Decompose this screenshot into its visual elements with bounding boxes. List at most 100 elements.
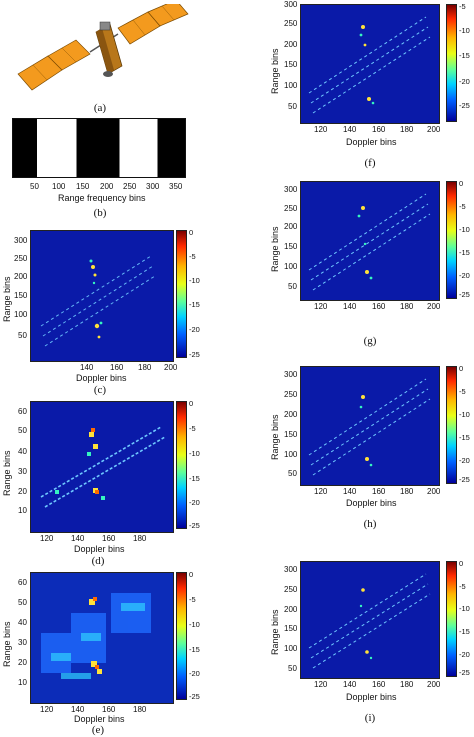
- f-xlabel: Doppler bins: [346, 137, 397, 147]
- h-xtick-0: 120: [314, 487, 328, 496]
- plot-g: [300, 181, 440, 301]
- b-xtick-5: 300: [146, 182, 160, 191]
- c-xlabel: Doppler bins: [76, 373, 127, 383]
- e-ytick-3: 30: [18, 638, 27, 647]
- c-colorbar: [176, 230, 187, 358]
- h-ytick-2: 200: [284, 410, 298, 419]
- d-ytick-2: 40: [18, 447, 27, 456]
- d-ytick-4: 20: [18, 487, 27, 496]
- h-colorbar: [446, 366, 457, 484]
- i-ytick-0: 300: [284, 565, 298, 574]
- d-ylabel: Range bins: [2, 450, 12, 496]
- h-xlabel: Doppler bins: [346, 498, 397, 508]
- panel-f-label: (f): [364, 157, 376, 169]
- c-ylabel: Range bins: [2, 276, 12, 322]
- h-xtick-2: 160: [372, 487, 386, 496]
- d-xtick-0: 120: [40, 534, 54, 543]
- c-xtick-0: 140: [80, 363, 94, 372]
- b-xlabel: Range frequency bins: [58, 193, 146, 203]
- plot-e-image: [41, 593, 151, 679]
- i-ytick-4: 100: [284, 644, 298, 653]
- h-cbar-4: -20: [459, 456, 470, 465]
- h-cbar-0: 0: [459, 364, 464, 373]
- i-ytick-1: 250: [284, 585, 298, 594]
- f-ytick-1: 250: [284, 19, 298, 28]
- d-colorbar: [176, 401, 187, 529]
- i-cbar-0: 0: [459, 559, 464, 568]
- plot-f: [300, 4, 440, 124]
- satellite-illustration: [17, 4, 189, 91]
- plot-c: [30, 230, 174, 362]
- e-xtick-3: 180: [133, 705, 147, 714]
- f-ytick-0: 300: [284, 0, 298, 9]
- f-ytick-3: 150: [284, 60, 298, 69]
- panel-e-label: (e): [91, 724, 105, 736]
- d-xtick-3: 180: [133, 534, 147, 543]
- f-colorbar: [446, 4, 457, 122]
- plot-f-image: [308, 16, 431, 114]
- i-xtick-2: 160: [372, 680, 386, 689]
- c-cbar-4: -20: [189, 325, 200, 334]
- plot-d-image: [40, 426, 166, 508]
- e-ylabel: Range bins: [2, 621, 12, 667]
- i-ytick-3: 150: [284, 624, 298, 633]
- f-ylabel: Range bins: [270, 48, 280, 94]
- d-ytick-0: 60: [18, 407, 27, 416]
- i-cbar-4: -20: [459, 650, 470, 659]
- i-ylabel: Range bins: [270, 609, 280, 655]
- h-cbar-3: -15: [459, 433, 470, 442]
- g-xtick-3: 180: [400, 302, 414, 311]
- c-ytick-0: 300: [14, 236, 28, 245]
- plot-g-image: [308, 193, 431, 291]
- b-xtick-4: 250: [123, 182, 137, 191]
- g-ytick-2: 200: [284, 222, 298, 231]
- h-xtick-4: 200: [427, 487, 441, 496]
- g-colorbar: [446, 181, 457, 299]
- c-cbar-0: 0: [189, 228, 194, 237]
- f-xtick-3: 180: [400, 125, 414, 134]
- i-xtick-1: 140: [343, 680, 357, 689]
- f-ytick-4: 100: [284, 81, 298, 90]
- h-xtick-3: 180: [400, 487, 414, 496]
- g-ytick-1: 250: [284, 204, 298, 213]
- g-xtick-2: 160: [372, 302, 386, 311]
- f-cbar-1: -10: [459, 26, 470, 35]
- h-ytick-5: 50: [288, 469, 297, 478]
- c-xtick-2: 180: [138, 363, 152, 372]
- c-ytick-1: 250: [14, 254, 28, 263]
- e-colorbar: [176, 572, 187, 700]
- f-cbar-3: -20: [459, 77, 470, 86]
- d-ytick-3: 30: [18, 467, 27, 476]
- c-ytick-5: 50: [18, 331, 27, 340]
- i-xlabel: Doppler bins: [346, 692, 397, 702]
- range-frequency-mask: [12, 118, 186, 178]
- plot-e: [30, 572, 174, 704]
- g-ytick-5: 50: [288, 282, 297, 291]
- c-ytick-4: 100: [14, 310, 28, 319]
- e-ytick-5: 10: [18, 678, 27, 687]
- d-xtick-1: 140: [71, 534, 85, 543]
- g-ytick-0: 300: [284, 185, 298, 194]
- e-ytick-0: 60: [18, 578, 27, 587]
- panel-i-label: (i): [364, 712, 376, 724]
- f-cbar-4: -25: [459, 101, 470, 110]
- e-cbar-3: -15: [189, 645, 200, 654]
- d-xlabel: Doppler bins: [74, 544, 125, 554]
- g-cbar-5: -25: [459, 290, 470, 299]
- plot-d: [30, 401, 174, 533]
- i-xtick-0: 120: [314, 680, 328, 689]
- e-cbar-0: 0: [189, 570, 194, 579]
- e-ytick-1: 50: [18, 598, 27, 607]
- panel-b-label: (b): [93, 207, 107, 219]
- e-cbar-1: -5: [189, 595, 196, 604]
- h-cbar-5: -25: [459, 475, 470, 484]
- f-xtick-1: 140: [343, 125, 357, 134]
- i-colorbar: [446, 561, 457, 677]
- h-ytick-0: 300: [284, 370, 298, 379]
- d-cbar-1: -5: [189, 424, 196, 433]
- g-xtick-0: 120: [314, 302, 328, 311]
- i-ytick-2: 200: [284, 605, 298, 614]
- h-cbar-1: -5: [459, 387, 466, 396]
- b-xtick-1: 100: [52, 182, 66, 191]
- h-xtick-1: 140: [343, 487, 357, 496]
